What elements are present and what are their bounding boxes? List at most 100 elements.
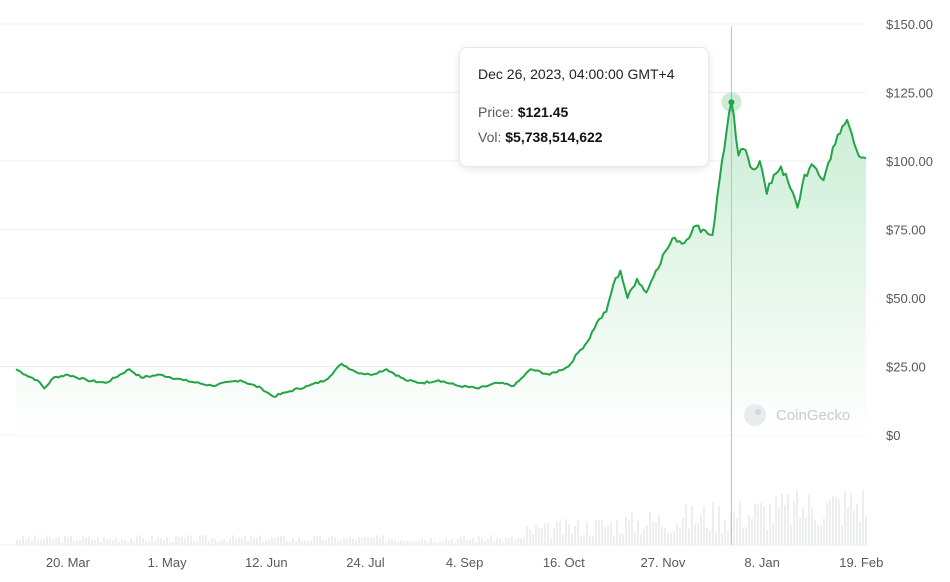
volume-bar [313,536,315,545]
volume-bar [628,520,630,545]
volume-bar [523,537,525,545]
x-tick-label: 12. Jun [245,555,288,570]
volume-bar [445,538,447,545]
price-series[interactable] [15,101,867,398]
volume-bar [139,535,141,545]
volume-bar [535,526,537,545]
volume-bar [751,518,753,545]
volume-bar [571,533,573,545]
x-tick-label: 8. Jan [744,555,779,570]
volume-bar [391,539,393,545]
volume-bar [529,529,531,545]
volume-bar [433,541,435,545]
volume-bar [793,501,795,545]
volume-bar [274,538,276,545]
volume-bar [298,537,300,545]
volume-bar [64,535,66,545]
volume-bar [640,533,642,545]
volume-bar [343,537,345,545]
volume-bar [289,541,291,545]
volume-bar [583,534,585,545]
volume-bar [559,521,561,545]
price-line[interactable] [15,101,867,398]
volume-bar [25,539,27,545]
volume-bar [664,527,666,545]
volume-bar [148,541,150,545]
volume-bar [532,534,534,545]
volume-bar [541,528,543,545]
volume-bar [556,521,558,545]
volume-bar [223,539,225,545]
volume-bar [376,535,378,545]
volume-bar [667,532,669,545]
volume-bar [649,512,651,545]
volume-bar [307,541,309,545]
volume-bar [31,540,33,545]
volume-bar [184,538,186,545]
volume-bar [199,535,201,545]
volume-bar [691,505,693,545]
x-tick-label: 4. Sep [446,555,484,570]
volume-bar [724,520,726,545]
volume-bar [340,540,342,545]
volume-bar [373,538,375,545]
volume-bar [766,529,768,545]
volume-bar [508,537,510,545]
volume-bar [790,525,792,545]
volume-bar [772,522,774,545]
x-tick-label: 16. Oct [543,555,585,570]
volume-bar [352,538,354,545]
volume-bar [382,535,384,545]
volume-bar [76,540,78,545]
volume-bar [220,541,222,545]
volume-bar [319,535,321,545]
volume-bar [370,537,372,545]
tooltip-volume-row: Vol: $5,738,514,622 [478,129,690,145]
volume-bar [364,536,366,545]
volume-bar [829,499,831,545]
volume-bar [118,542,120,545]
volume-bar [22,535,24,545]
volume-bar [166,536,168,545]
volume-bar [739,500,741,545]
volume-bar [283,536,285,545]
volume-bar [547,522,549,545]
volume-bar [388,539,390,545]
volume-bar [805,517,807,545]
hover-marker [721,92,742,113]
volume-bar [403,541,405,545]
y-tick-label: $150.00 [886,17,933,32]
volume-bar [859,521,861,545]
volume-bar [673,530,675,545]
volume-bar [49,537,51,545]
y-tick-label: $75.00 [886,223,926,238]
volume-bar [475,541,477,545]
volume-bar [787,494,789,545]
volume-bar [262,541,264,545]
volume-bar [427,542,429,545]
volume-bar [595,519,597,545]
volume-bar [457,538,459,545]
volume-bar [208,541,210,545]
volume-bar [637,520,639,545]
volume-bar [241,537,243,545]
volume-bar [430,537,432,545]
volume-bar [100,541,102,545]
volume-bar [643,528,645,545]
volume-bar [361,537,363,545]
volume-bar [481,538,483,545]
volume-bar [799,517,801,545]
volume-bar [88,536,90,545]
volume-bar [268,539,270,545]
volume-bar [835,497,837,545]
volume-bar [565,519,567,545]
volume-bar [235,538,237,545]
volume-bar [622,534,624,545]
volume-bar [652,521,654,545]
price-tooltip: Dec 26, 2023, 04:00:00 GMT+4 Price: $121… [459,47,709,167]
volume-bar [127,542,129,545]
hover-point [728,99,735,106]
price-area [16,102,866,435]
